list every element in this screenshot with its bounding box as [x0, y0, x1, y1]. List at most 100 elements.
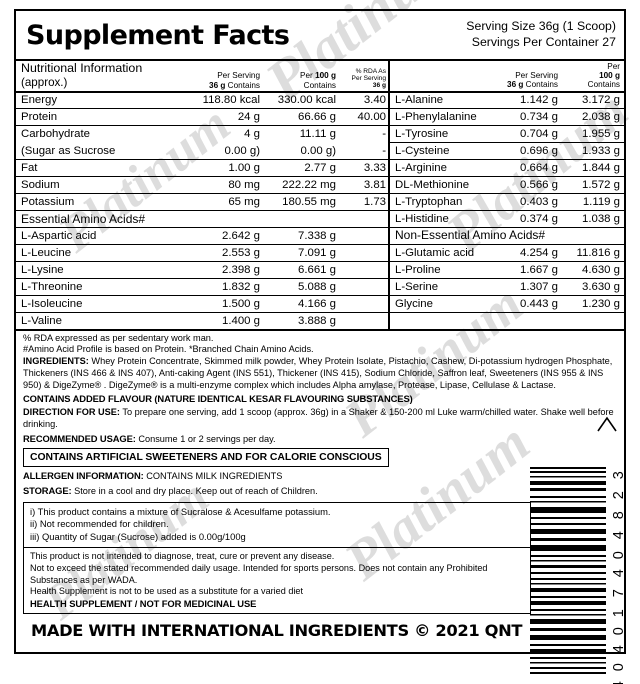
warning-item: iii) Quantity of Sugar (Sucrose) added i…: [30, 530, 246, 542]
row-per-100g: 1.933 g: [562, 142, 624, 161]
table-row: L-Tryptophan 0.403 g 1.119 g: [390, 193, 624, 212]
row-per-serving: 1.667 g: [496, 261, 562, 280]
recommended-label: RECOMMENDED USAGE:: [23, 432, 136, 444]
row-per-100g: 3.888 g: [264, 312, 340, 331]
row-label: Potassium: [16, 193, 184, 212]
servings-per-container: Servings Per Container 27: [471, 35, 616, 49]
per-100g-line2: Contains: [303, 80, 336, 90]
barcode: 3 2 8 4 0 4 7 1 0 4 0 4 5: [528, 462, 632, 684]
right-table-body: L-Alanine 1.142 g 3.172 g L-Phenylalanin…: [390, 91, 624, 331]
row-per-serving: 24 g: [184, 108, 264, 127]
table-row: Sodium 80 mg 222.22 mg 3.81: [16, 176, 390, 195]
ingredients-paragraph: INGREDIENTS: Whey Protein Concentrate, S…: [23, 356, 618, 391]
row-per-100g: 180.55 mg: [264, 193, 340, 212]
storage-label: STORAGE:: [23, 485, 72, 497]
per-100g-amount: 100 g: [315, 71, 336, 81]
row-label: Protein: [16, 108, 184, 127]
page-title: Supplement Facts: [26, 19, 290, 51]
allergen-label: ALLERGEN INFORMATION:: [23, 470, 144, 482]
label-info-section: % RDA expressed as per sedentary work ma…: [16, 331, 624, 642]
storage-text: Store in a cool and dry place. Keep out …: [71, 486, 318, 497]
rda-footnote: % RDA expressed as per sedentary work ma…: [23, 332, 214, 343]
row-label: L-Tyrosine: [390, 125, 496, 144]
row-label: L-Aspartic acid: [16, 227, 184, 246]
row-per-100g: 2.038 g: [562, 108, 624, 127]
per-serving-amount: 36 g: [209, 80, 226, 90]
row-label: L-Leucine: [16, 244, 184, 263]
table-row: Protein 24 g 66.66 g 40.00: [16, 108, 390, 127]
table-header-row: Per Serving 36 g Contains Per 100 g Cont…: [390, 61, 624, 93]
row-per-serving: 1.307 g: [496, 278, 562, 297]
row-label: L-Glutamic acid: [390, 244, 496, 263]
row-per-100g: 1.844 g: [562, 159, 624, 178]
table-row: L-Glutamic acid 4.254 g 11.816 g: [390, 244, 624, 263]
row-per-100g: 3.630 g: [562, 278, 624, 297]
table-row: L-Histidine 0.374 g 1.038 g: [390, 210, 624, 229]
per-100g-prefix: Per: [300, 71, 316, 81]
row-per-100g: 11.11 g: [299, 128, 336, 141]
row-label: L-Lysine: [16, 261, 184, 280]
row-per-serving: 0.374 g: [496, 210, 562, 229]
row-per-100g: 7.091 g: [264, 244, 340, 263]
row-rda: [340, 312, 390, 331]
column-header-per-serving: Per Serving 36 g Contains: [184, 61, 264, 93]
rda-amount: 36 g: [372, 82, 386, 90]
per-serving-line2: Contains: [523, 80, 558, 90]
row-per-100g: 1.230 g: [562, 295, 624, 314]
nutrition-table-left: Nutritional Information (approx.) Per Se…: [16, 61, 390, 331]
row-label: L-Isoleucine: [16, 295, 184, 314]
row-per-serving: 1.832 g: [184, 278, 264, 297]
serving-size: Serving Size 36g (1 Scoop): [466, 19, 616, 34]
table-row: DL-Methionine 0.566 g 1.572 g: [390, 176, 624, 195]
row-rda: [340, 295, 390, 314]
recommended-text: Consume 1 or 2 servings per day.: [135, 433, 276, 444]
row-per-serving: 65 mg: [184, 193, 264, 212]
row-per-serving: 2.553 g: [184, 244, 264, 263]
barcode-digit: 4: [611, 671, 627, 684]
row-per-serving: 0.664 g: [496, 159, 562, 178]
row-rda: [340, 244, 390, 263]
section-title-essential-amino-acids: Essential Amino Acids#: [16, 210, 390, 229]
row-per-serving: 1.500 g: [184, 295, 264, 314]
allergen-text: CONTAINS MILK INGREDIENTS: [143, 471, 283, 482]
table-row: Carbohydrate 4 g 11.11 g -: [16, 126, 390, 143]
column-header-per-serving: Per Serving 36 g Contains: [496, 61, 562, 93]
per-serving-amount: 36 g: [507, 80, 524, 90]
amino-footnote: #Amino Acid Profile is based on Protein.…: [23, 344, 314, 355]
row-per-serving: 0.704 g: [496, 125, 562, 144]
row-label: L-Phenylalanine: [390, 108, 496, 127]
column-header-rda: % RDA As Per Serving 36 g: [340, 61, 390, 93]
table-row: Glycine 0.443 g 1.230 g: [390, 295, 624, 314]
disclaimer-line: Not to exceed the stated recommended dai…: [30, 562, 488, 585]
row-label: L-Threonine: [16, 278, 184, 297]
row-per-100g: 6.661 g: [264, 261, 340, 280]
table-row: L-Valine 1.400 g 3.888 g: [16, 312, 390, 331]
row-per-100g: 1.572 g: [562, 176, 624, 195]
row-per-100g: 3.172 g: [562, 91, 624, 110]
row-label: L-Histidine: [390, 210, 496, 229]
per-100g-line2: Contains: [587, 80, 620, 90]
column-header-amino-acid-name: [390, 61, 496, 93]
row-label: DL-Methionine: [390, 176, 496, 195]
row-per-100g: 330.00 kcal: [264, 91, 340, 110]
row-label: Sodium: [16, 176, 184, 195]
row-per-100g: 0.00 g): [264, 142, 340, 161]
row-per-100g: 66.66 g: [264, 108, 340, 127]
table-row: L-Lysine 2.398 g 6.661 g: [16, 261, 390, 280]
table-row: L-Cysteine 0.696 g 1.933 g: [390, 142, 624, 161]
added-flavour-line: CONTAINS ADDED FLAVOUR (NATURE IDENTICAL…: [23, 393, 413, 405]
row-per-serving: 0.403 g: [496, 193, 562, 212]
row-rda: -: [340, 142, 390, 161]
label-header: Supplement Facts Serving Size 36g (1 Sco…: [16, 11, 624, 59]
column-header-per-100g: Per 100 g Contains: [264, 61, 340, 93]
row-per-serving: 1.400 g: [184, 312, 264, 331]
row-rda: 40.00: [340, 108, 390, 127]
row-per-serving: 4.254 g: [496, 244, 562, 263]
per-100g-line1: Per: [607, 62, 620, 71]
table-row: Potassium 65 mg 180.55 mg 1.73: [16, 193, 390, 212]
row-label: L-Valine: [16, 312, 184, 331]
row-label: Carbohydrate: [21, 128, 91, 141]
table-row: L-Threonine 1.832 g 5.088 g: [16, 278, 390, 297]
section-header-row: Essential Amino Acids#: [16, 210, 390, 229]
